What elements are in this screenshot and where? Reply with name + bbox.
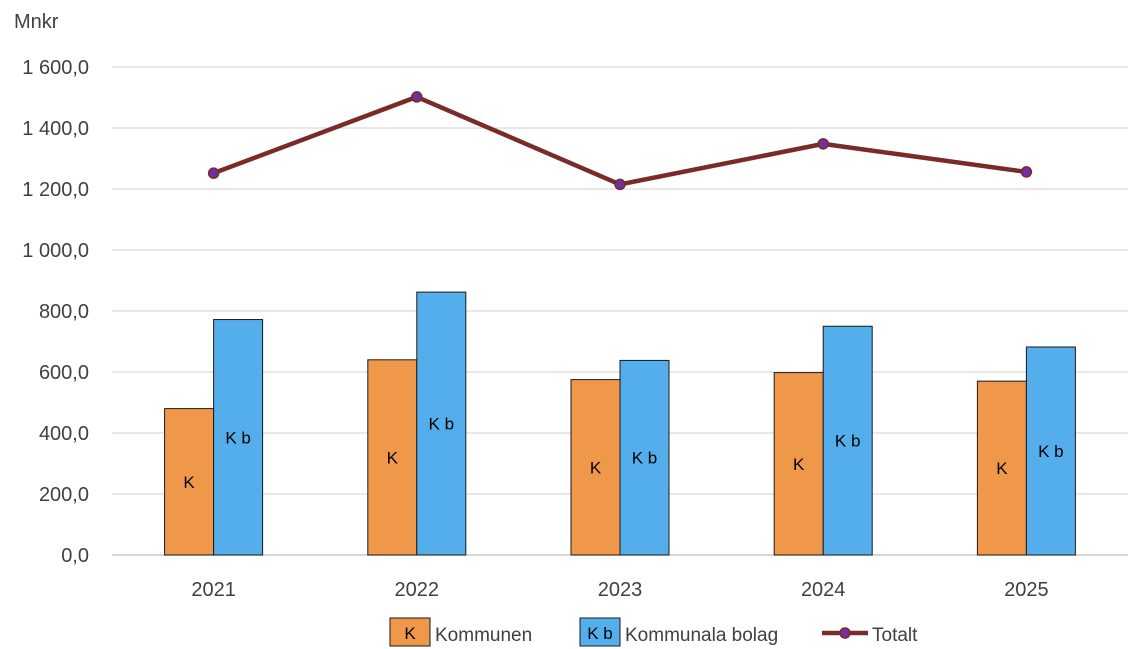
legend-swatch-label: K (404, 624, 416, 643)
bar-kb (619, 359, 670, 556)
y-tick-label: 400,0 (39, 423, 89, 445)
bar-kb (416, 291, 467, 556)
total-point (614, 178, 626, 191)
bar-label: K (996, 459, 1008, 478)
bar-kb (1025, 346, 1076, 556)
bar-label: K b (225, 428, 251, 447)
x-tick-label: 2022 (395, 579, 440, 601)
x-tick-label: 2025 (1004, 579, 1049, 601)
bar-label: K b (1038, 442, 1064, 461)
bar-kb (822, 325, 873, 556)
bar-label: K (590, 458, 602, 477)
bar-k (976, 380, 1027, 556)
legend-swatch (579, 617, 621, 647)
x-tick-label: 2024 (801, 579, 846, 601)
gridlines (112, 66, 1128, 556)
total-point (411, 91, 423, 103)
x-tick-label: 2023 (598, 579, 643, 601)
bar-k (570, 379, 621, 556)
y-tick-label: 1 600,0 (22, 57, 89, 79)
y-tick-label: 1 200,0 (22, 179, 89, 201)
x-axis-tick-labels: 2021 2022 2023 2024 2025 (191, 579, 1048, 601)
legend-swatch (389, 617, 431, 647)
y-tick-label: 200,0 (39, 484, 89, 506)
total-line-series (207, 91, 1033, 191)
y-tick-label: 1 000,0 (22, 240, 89, 262)
bar-label: K b (632, 449, 658, 468)
bar-kb (213, 319, 264, 556)
legend-swatch-label: K b (587, 624, 613, 643)
y-tick-label: 0,0 (61, 545, 89, 567)
legend-label: Kommunen (435, 625, 532, 646)
total-line (212, 94, 1027, 187)
y-axis-unit-label: Mnkr (14, 11, 59, 33)
bar-k (773, 372, 824, 556)
bar-label: K b (835, 432, 861, 451)
total-point (817, 138, 829, 150)
total-point (1020, 166, 1033, 178)
y-tick-label: 800,0 (39, 301, 89, 323)
y-tick-label: 600,0 (39, 362, 89, 384)
legend-label: Totalt (872, 625, 918, 646)
bar-k (367, 359, 418, 556)
legend: K Kommunen K b Kommunala bolag Totalt (389, 617, 918, 647)
bar-label: K b (429, 415, 455, 434)
total-point (207, 167, 220, 179)
bar-label: K (793, 455, 805, 474)
bar-label: K (387, 448, 399, 467)
legend-marker (839, 627, 851, 639)
y-tick-label: 1 400,0 (22, 118, 89, 140)
bar-series: K K b K K b K K b K K b K K b (164, 291, 1076, 556)
x-tick-label: 2021 (191, 579, 236, 601)
y-axis-tick-labels: 0,0 200,0 400,0 600,0 800,0 1 000,0 1 200,0 1 4… (22, 57, 89, 567)
legend-label: Kommunala bolag (625, 625, 778, 646)
bar-label: K (183, 473, 195, 492)
